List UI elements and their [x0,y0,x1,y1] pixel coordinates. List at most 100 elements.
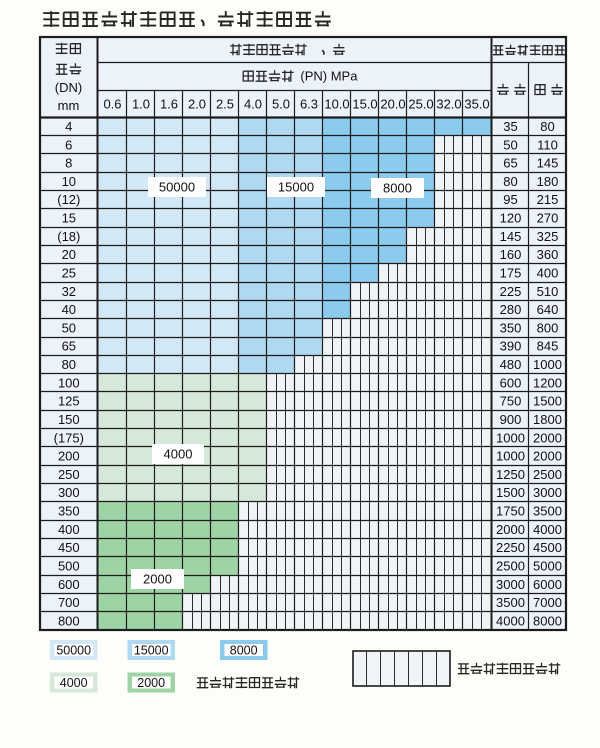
svg-text:390: 390 [500,339,522,354]
svg-text:800: 800 [58,613,80,628]
svg-text:20.0: 20.0 [380,97,405,112]
svg-text:65: 65 [503,156,517,171]
svg-text:1500: 1500 [496,485,525,500]
svg-text:450: 450 [58,540,80,555]
svg-text:2000: 2000 [137,676,165,690]
svg-text:4000: 4000 [496,613,525,628]
svg-text:35.0: 35.0 [464,97,489,112]
svg-text:25: 25 [62,266,76,281]
svg-text:5000: 5000 [533,559,562,574]
svg-text:700: 700 [58,595,80,610]
svg-text:2.0: 2.0 [188,97,206,112]
svg-text:(PN) MPa: (PN) MPa [300,69,358,84]
svg-text:150: 150 [58,412,80,427]
svg-text:480: 480 [500,357,522,372]
svg-text:(12): (12) [57,192,80,207]
svg-text:600: 600 [500,375,522,390]
svg-text:95: 95 [503,192,517,207]
svg-text:400: 400 [537,266,559,281]
svg-text:32.0: 32.0 [436,97,461,112]
svg-text:145: 145 [537,156,559,171]
svg-text:360: 360 [537,247,559,262]
svg-text:50: 50 [503,137,517,152]
svg-text:145: 145 [500,229,522,244]
svg-text:300: 300 [58,485,80,500]
svg-text:4000: 4000 [533,522,562,537]
svg-text:2500: 2500 [533,467,562,482]
svg-text:640: 640 [537,302,559,317]
svg-text:15.0: 15.0 [352,97,377,112]
svg-text:200: 200 [58,449,80,464]
svg-text:3000: 3000 [533,485,562,500]
svg-text:125: 125 [58,394,80,409]
svg-text:8000: 8000 [533,613,562,628]
svg-text:1000: 1000 [496,430,525,445]
svg-text:180: 180 [537,174,559,189]
svg-text:280: 280 [500,302,522,317]
svg-text:10.0: 10.0 [324,97,349,112]
svg-text:1800: 1800 [533,412,562,427]
svg-text:0.6: 0.6 [103,97,121,112]
svg-text:50000: 50000 [56,643,91,657]
svg-text:8000: 8000 [383,181,412,196]
svg-text:10: 10 [62,174,76,189]
svg-text:800: 800 [537,320,559,335]
svg-text:65: 65 [62,339,76,354]
svg-text:1200: 1200 [533,375,562,390]
svg-text:250: 250 [58,467,80,482]
svg-text:2000: 2000 [533,430,562,445]
svg-text:2500: 2500 [496,559,525,574]
svg-text:510: 510 [537,284,559,299]
svg-text:750: 750 [500,394,522,409]
svg-text:(18): (18) [57,229,80,244]
svg-text:400: 400 [58,522,80,537]
svg-text:1500: 1500 [533,394,562,409]
svg-text:15: 15 [62,211,76,226]
svg-text:1750: 1750 [496,504,525,519]
svg-text:2000: 2000 [496,522,525,537]
svg-text:3500: 3500 [496,595,525,610]
svg-text:80: 80 [503,174,517,189]
svg-text:50: 50 [62,320,76,335]
svg-text:1250: 1250 [496,467,525,482]
svg-text:1000: 1000 [496,449,525,464]
svg-text:3500: 3500 [533,504,562,519]
svg-text:mm: mm [58,98,80,113]
svg-text:350: 350 [500,320,522,335]
svg-text:80: 80 [62,357,76,372]
svg-text:4: 4 [65,119,72,134]
svg-text:1000: 1000 [533,357,562,372]
svg-text:160: 160 [500,247,522,262]
svg-text:50000: 50000 [159,180,195,195]
svg-text:2.5: 2.5 [216,97,234,112]
svg-text:80: 80 [540,119,554,134]
svg-text:500: 500 [58,559,80,574]
svg-text:15000: 15000 [134,643,169,657]
svg-text:325: 325 [537,229,559,244]
svg-text:5.0: 5.0 [272,97,290,112]
svg-text:2250: 2250 [496,540,525,555]
svg-text:40: 40 [62,302,76,317]
svg-text:6000: 6000 [533,577,562,592]
svg-text:110: 110 [537,137,558,152]
svg-text:100: 100 [58,375,80,390]
svg-text:8: 8 [65,156,72,171]
svg-text:4500: 4500 [533,540,562,555]
svg-text:175: 175 [500,266,522,281]
svg-text:(175): (175) [54,430,84,445]
svg-text:15000: 15000 [278,180,314,195]
svg-text:225: 225 [500,284,522,299]
svg-text:2000: 2000 [533,449,562,464]
svg-text:350: 350 [58,504,80,519]
svg-text:6.3: 6.3 [300,97,318,112]
svg-text:7000: 7000 [533,595,562,610]
svg-text:900: 900 [500,412,522,427]
svg-text:3000: 3000 [496,577,525,592]
svg-text:25.0: 25.0 [408,97,433,112]
svg-text:4000: 4000 [60,676,88,690]
svg-text:4000: 4000 [164,447,193,462]
svg-text:6: 6 [65,137,72,152]
svg-text:215: 215 [537,192,559,207]
svg-text:(DN): (DN) [55,80,82,95]
svg-text:270: 270 [537,211,559,226]
